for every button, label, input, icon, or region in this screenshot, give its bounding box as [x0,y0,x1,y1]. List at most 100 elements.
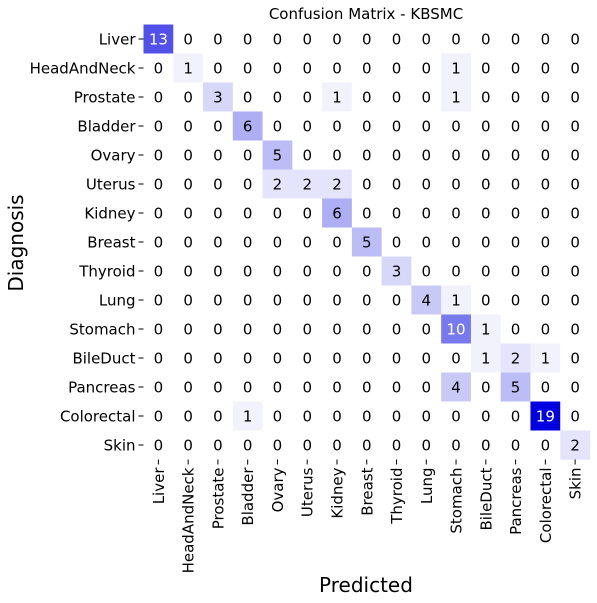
heatmap-cell [143,227,174,257]
cell-value-label: 0 [243,147,253,165]
heatmap-cell [143,169,174,199]
heatmap-cell [262,169,293,199]
heatmap-cell [560,372,591,402]
cell-value-label: 0 [451,31,461,49]
heatmap-cell [470,343,501,373]
cell-value-label: 0 [243,437,253,455]
cell-value-label: 0 [570,147,580,165]
cell-value-label: 0 [511,89,521,107]
heatmap-cell [232,140,263,170]
y-tick-label: Uterus [86,176,136,194]
x-tick-label: Colorectal [537,468,555,544]
cell-value-label: 0 [213,321,223,339]
heatmap-cell [232,82,263,112]
heatmap-cell [143,24,174,54]
cell-value-label: 0 [481,176,491,194]
heatmap-cell [470,401,501,431]
heatmap-cell [381,372,412,402]
heatmap-cell [292,227,323,257]
heatmap-cell [411,24,442,54]
heatmap-cell [411,169,442,199]
cell-value-label: 0 [481,31,491,49]
cell-value-label: 0 [332,321,342,339]
cell-value-label: 0 [362,89,372,107]
heatmap-cell [500,82,531,112]
heatmap-cell [500,24,531,54]
cell-value-label: 0 [392,321,402,339]
cell-value-label: 0 [213,379,223,397]
heatmap-cell [560,111,591,141]
cell-value-label: 0 [392,437,402,455]
heatmap-cell [470,140,501,170]
cell-value-label: 0 [570,234,580,252]
heatmap-cell [381,285,412,315]
y-tick-label: Thyroid [78,263,135,281]
heatmap-cell [143,372,174,402]
cell-value-label: 0 [154,205,164,223]
cell-value-label: 0 [362,321,372,339]
cell-value-label: 0 [511,437,521,455]
cell-value-label: 0 [362,263,372,281]
heatmap-cell [441,169,472,199]
cell-value-label: 1 [332,89,342,107]
cell-value-label: 0 [541,147,551,165]
cell-value-label: 0 [422,31,432,49]
cell-value-label: 0 [511,60,521,78]
cell-value-label: 0 [183,89,193,107]
heatmap-cell [441,198,472,228]
cell-value-label: 0 [154,379,164,397]
cell-value-label: 0 [213,408,223,426]
heatmap-cell [203,430,234,460]
cell-value-label: 0 [481,89,491,107]
cell-value-label: 0 [511,234,521,252]
cell-value-label: 0 [570,292,580,310]
cell-value-label: 0 [451,263,461,281]
x-tick-label: Stomach [448,468,466,534]
cell-value-label: 0 [481,292,491,310]
cell-value-label: 0 [154,292,164,310]
x-tick-label: Kidney [328,467,346,518]
x-tick-label: Ovary [269,467,287,512]
heatmap-cell [441,372,472,402]
heatmap-cell [351,111,382,141]
heatmap-cell [173,430,204,460]
heatmap-cell [530,430,561,460]
cell-value-label: 0 [481,379,491,397]
cell-value-label: 0 [362,176,372,194]
cell-value-label: 0 [541,89,551,107]
heatmap-cell [322,343,353,373]
cell-value-label: 0 [243,60,253,78]
cell-value-label: 0 [511,263,521,281]
cell-value-label: 0 [570,205,580,223]
cell-value-label: 0 [511,321,521,339]
heatmap-cell [500,285,531,315]
cell-value-label: 0 [243,350,253,368]
heatmap-cell [262,198,293,228]
cell-value-label: 0 [183,205,193,223]
heatmap-cell [470,24,501,54]
cell-value-label: 0 [422,437,432,455]
cell-value-label: 2 [511,350,521,368]
heatmap-cell [530,24,561,54]
heatmap-cell [322,169,353,199]
heatmap-cell [500,372,531,402]
heatmap-cell [173,53,204,83]
heatmap-cell [322,140,353,170]
cell-value-label: 0 [362,437,372,455]
heatmap-cell [560,401,591,431]
cell-value-label: 0 [243,234,253,252]
heatmap-cell [173,372,204,402]
heatmap-cell [143,401,174,431]
cell-value-label: 0 [570,118,580,136]
heatmap-cell [262,314,293,344]
heatmap-cell [232,198,263,228]
x-tick-label: BileDuct [477,467,495,530]
cell-value-label: 0 [243,263,253,281]
heatmap-cell [500,256,531,286]
cell-value-label: 0 [451,234,461,252]
heatmap-cell [441,401,472,431]
heatmap-cell [322,285,353,315]
heatmap-cell [530,401,561,431]
cell-value-label: 0 [570,31,580,49]
cell-value-label: 1 [243,408,253,426]
